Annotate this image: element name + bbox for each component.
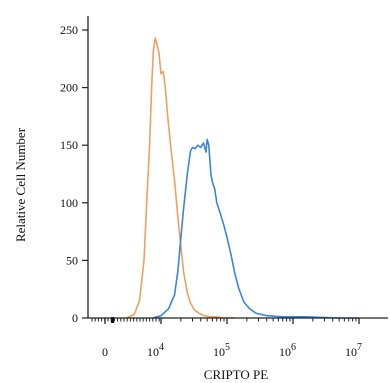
y-tick-label: 250 xyxy=(60,23,78,37)
x-axis-ticks: 0 104 105 106 107 xyxy=(91,317,362,359)
y-tick-label: 200 xyxy=(60,81,78,95)
series-line-1 xyxy=(126,37,235,319)
x-tick-label: 104 xyxy=(147,342,164,359)
axis-marker xyxy=(111,317,114,323)
x-tick-exponent: 5 xyxy=(225,342,230,353)
x-tick-exponent: 4 xyxy=(159,342,164,353)
y-tick-label: 0 xyxy=(72,311,78,325)
y-tick-label: 100 xyxy=(60,196,78,210)
y-tick-label: 150 xyxy=(60,138,78,152)
x-tick-label: 0 xyxy=(102,345,108,359)
series-line-2 xyxy=(152,138,359,319)
x-axis-title: CRIPTO PE xyxy=(204,367,268,382)
x-tick-label: 105 xyxy=(213,342,230,359)
x-tick-label: 107 xyxy=(345,342,362,359)
x-tick-exponent: 7 xyxy=(357,342,362,353)
x-tick-exponent: 6 xyxy=(291,342,296,353)
y-axis-ticks: 0 50 100 150 200 250 xyxy=(60,23,88,325)
series-layer xyxy=(126,37,359,319)
x-tick-label: 106 xyxy=(279,342,296,359)
y-axis-title: Relative Cell Number xyxy=(13,127,28,242)
y-tick-label: 50 xyxy=(66,253,78,267)
